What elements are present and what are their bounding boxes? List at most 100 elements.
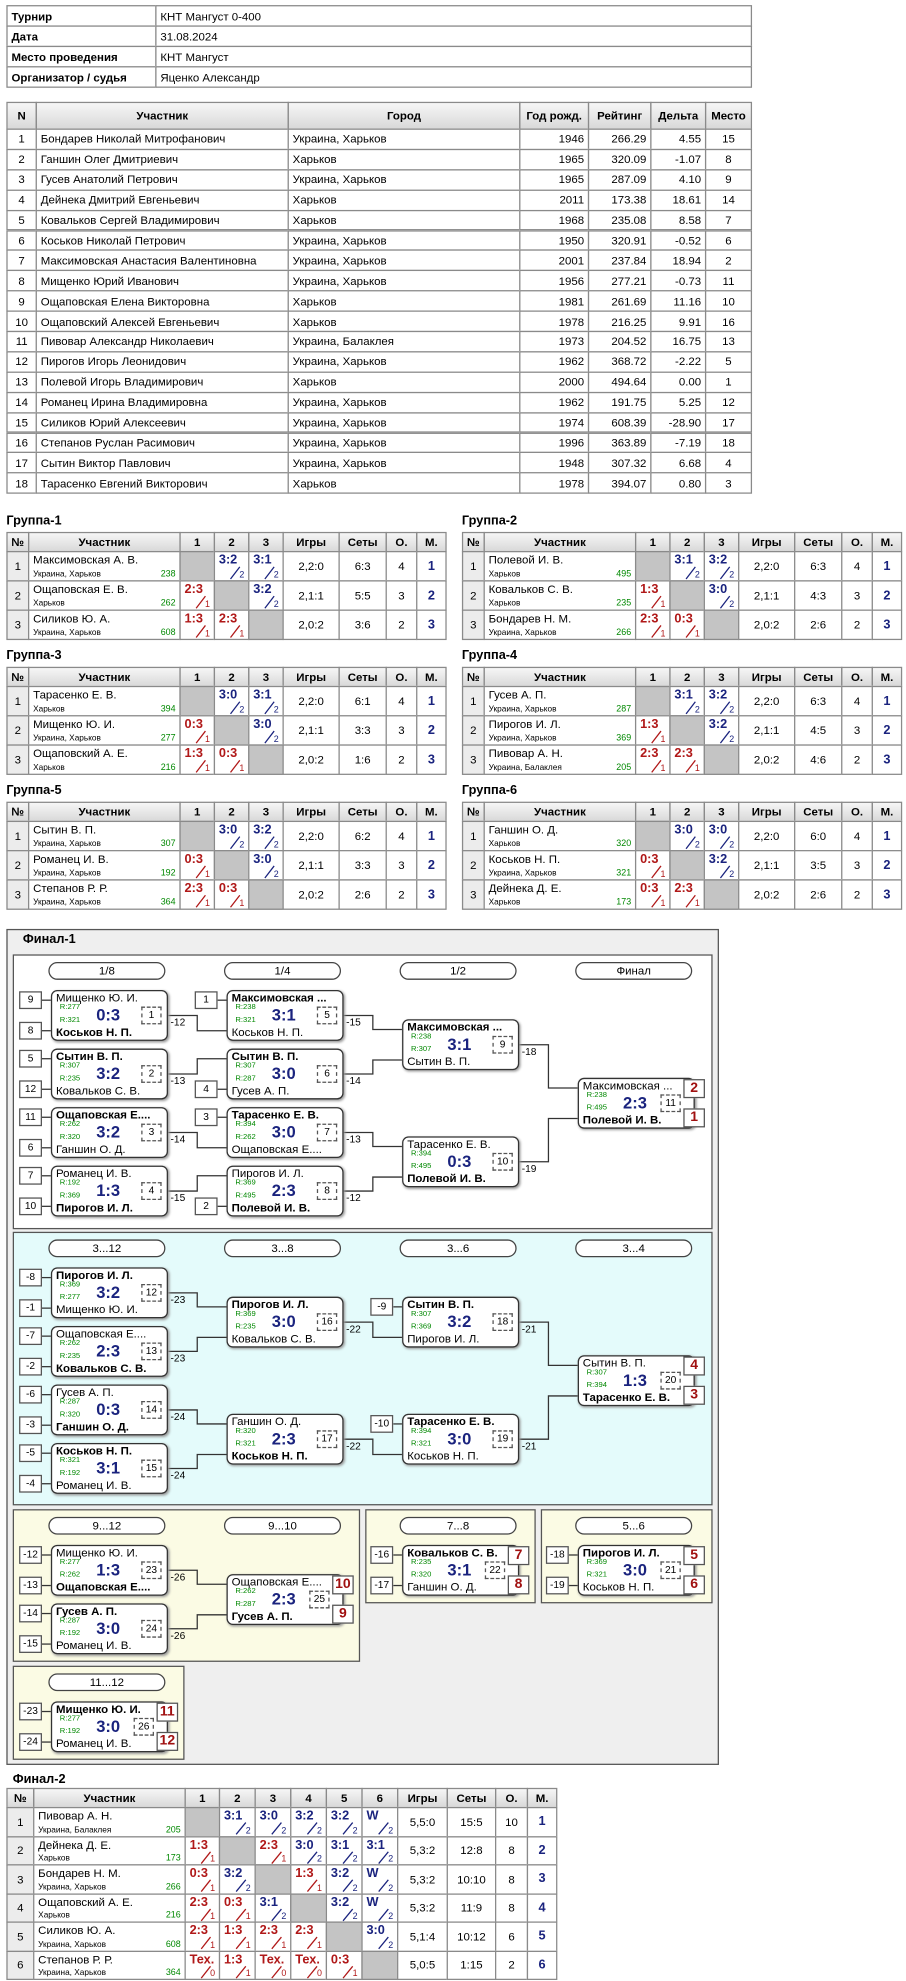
connector xyxy=(167,1569,227,1585)
player-rating: R:320 xyxy=(235,1427,256,1436)
slash-line xyxy=(306,1936,318,1950)
place: 1 xyxy=(416,550,447,582)
slash xyxy=(651,865,662,879)
seed: 2 xyxy=(194,1197,218,1216)
place: 2 xyxy=(526,1835,558,1866)
loser-goes-to: -21 xyxy=(521,1440,537,1452)
place: 2 xyxy=(871,850,903,881)
slash-line xyxy=(685,759,696,773)
connector xyxy=(343,1321,403,1339)
table-cell: 1973 xyxy=(519,330,590,353)
table-cell: Тарасенко Евгений Викторович xyxy=(35,472,289,494)
points-total: 2 xyxy=(841,609,873,641)
place-badge: 1 xyxy=(683,1108,705,1128)
match: Тарасенко Е. В. R:394 3:0 R:321 Коськов Н. П… xyxy=(402,1413,520,1465)
player-name: Сытин В. П. xyxy=(407,1297,475,1311)
sets: 3:6 xyxy=(338,609,387,641)
player-city: Украина, Харьков xyxy=(38,1968,106,1978)
points: 1 xyxy=(660,764,666,774)
points: 2 xyxy=(352,1855,358,1865)
table-cell: 16.75 xyxy=(650,330,707,353)
points: 2 xyxy=(694,571,700,581)
score-cell: 0:3 1 xyxy=(325,1950,363,1981)
slash xyxy=(685,625,696,638)
player-name: Ковальков С. В. xyxy=(231,1332,316,1346)
player-name: Гусев А. П. xyxy=(231,1084,290,1097)
points: 1 xyxy=(204,764,210,774)
place: 3 xyxy=(526,1864,558,1895)
diagonal-cell xyxy=(361,1950,399,1981)
match: Пирогов И. Л. R:369 3:2 R:277 Мищенко Ю. И. 1… xyxy=(50,1267,168,1319)
player-name: Степанов Р. Р. xyxy=(38,1952,113,1966)
player-name: Романец И. В. xyxy=(55,1166,132,1180)
score: 3:1 xyxy=(253,553,272,568)
player-name: Коськов Н. П. xyxy=(488,852,561,866)
points-total: 8 xyxy=(495,1835,529,1866)
table-cell: 1996 xyxy=(519,432,590,454)
points: 2 xyxy=(694,706,700,716)
loser-goes-to: -21 xyxy=(521,1323,537,1335)
points: 1 xyxy=(281,1855,287,1865)
loser-goes-to: -18 xyxy=(521,1045,537,1058)
player-rating: R:369 xyxy=(59,1192,81,1200)
slash-line xyxy=(306,1850,318,1864)
match-score: 3:0 xyxy=(271,1122,296,1142)
place: 1 xyxy=(416,820,447,852)
seed: -8 xyxy=(19,1268,42,1287)
info-label: Организатор / судья xyxy=(6,66,157,88)
slash xyxy=(685,894,696,908)
slash-line xyxy=(264,836,275,850)
player-name: Гусев А. П. xyxy=(488,688,547,702)
points: 2 xyxy=(281,1912,287,1922)
slash xyxy=(685,836,696,850)
table-cell: Украина, Харьков xyxy=(287,229,521,252)
slash xyxy=(195,625,206,638)
player-name: Бондарев Н. М. xyxy=(38,1866,121,1880)
slash-line xyxy=(651,625,662,638)
header-cell: Год рожд. xyxy=(519,101,590,130)
player-name: Коськов Н. П. xyxy=(231,1449,308,1463)
score: 2:3 xyxy=(184,881,203,896)
points-total: 6 xyxy=(495,1921,529,1952)
score: 3:2 xyxy=(708,553,728,568)
score-cell: 3:2 2 xyxy=(325,1806,363,1837)
score-cell: 0:3 1 xyxy=(179,850,216,881)
seed: 12 xyxy=(19,1080,42,1099)
points: 1 xyxy=(245,1941,251,1951)
header-cell: М. xyxy=(871,531,903,553)
table-cell: Харьков xyxy=(287,472,521,494)
slash xyxy=(230,566,241,580)
header-cell: 5 xyxy=(325,1787,363,1809)
score: 2:3 xyxy=(674,746,693,761)
match: Тарасенко Е. В. R:394 3:0 R:262 Ощаповская Е… xyxy=(226,1107,344,1158)
match-score: 2:3 xyxy=(96,1341,121,1361)
player-rating: 262 xyxy=(160,599,176,609)
table-cell: Максимовская Анастасия Валентиновна xyxy=(35,249,289,272)
diagonal-cell xyxy=(325,1921,363,1952)
points: 1 xyxy=(210,1883,216,1893)
points: 1 xyxy=(204,600,210,610)
score-cell: 3:2 2 xyxy=(325,1864,363,1895)
seed: 3 xyxy=(194,1108,218,1127)
match-score: 3:0 xyxy=(447,1429,472,1449)
slash-line xyxy=(235,1936,247,1950)
header-cell: Участник xyxy=(33,1787,186,1809)
slash-line xyxy=(378,1850,389,1864)
header-cell: № xyxy=(6,531,30,553)
slash xyxy=(719,865,731,879)
round-label: Финал xyxy=(575,962,693,980)
slash-line xyxy=(378,1908,389,1921)
score-cell: 2:3 1 xyxy=(634,744,671,775)
match-score: 2:3 xyxy=(623,1093,647,1113)
games: 5,3:2 xyxy=(397,1892,448,1923)
player-cell: Дейнека Д. Е. Харьков 173 xyxy=(483,879,637,910)
player-rating: R:394 xyxy=(586,1381,608,1390)
points: 1 xyxy=(210,1855,216,1865)
table-cell: 3 xyxy=(704,472,753,494)
points-total: 3 xyxy=(385,580,418,611)
player-name: Тарасенко Е. В. xyxy=(407,1137,491,1151)
points-total: 8 xyxy=(495,1892,529,1923)
